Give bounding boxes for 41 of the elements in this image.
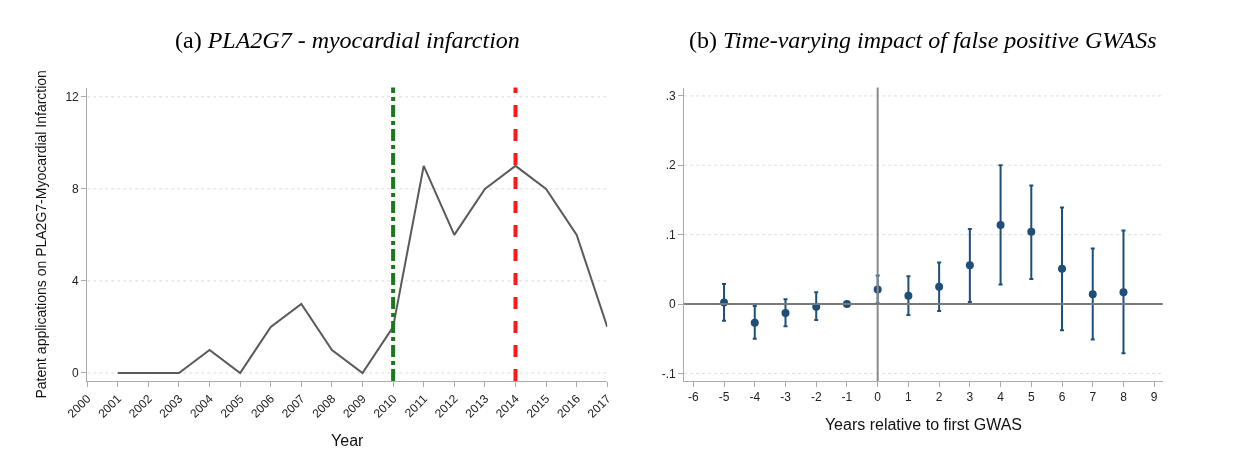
y-tick-label: 0 xyxy=(669,297,677,312)
point xyxy=(935,282,944,291)
point xyxy=(1088,290,1097,299)
x-tick-label: 2 xyxy=(935,390,943,405)
point xyxy=(965,261,974,270)
x-tick-label: -4 xyxy=(749,390,761,405)
line-series xyxy=(116,164,608,374)
y-tick-label: 12 xyxy=(65,90,80,104)
x-tick-label: 3 xyxy=(966,390,974,405)
point xyxy=(1027,227,1036,236)
y-tick-label: -.1 xyxy=(661,366,677,381)
x-tick-label: 0 xyxy=(874,390,882,405)
y-tick-label: .3 xyxy=(665,89,677,104)
chart-title: (b) Time-varying impact of false positive GWASs xyxy=(689,27,1157,53)
y-tick-label: .2 xyxy=(665,158,677,173)
x-tick-label: 8 xyxy=(1120,390,1128,405)
y-tick-label: .1 xyxy=(665,227,677,242)
x-tick-label: 9 xyxy=(1150,390,1158,405)
y-tick-label: 0 xyxy=(72,366,80,381)
x-axis-title: Years relative to first GWAS xyxy=(824,416,1023,434)
y-axis-title: Patent applications on PLA2G7-Myocardial Infarction xyxy=(33,70,50,399)
y-tick-label: 4 xyxy=(72,274,80,289)
x-tick-label: 7 xyxy=(1089,390,1097,405)
x-tick-label: 1 xyxy=(905,390,913,405)
x-tick-label: -2 xyxy=(810,390,822,405)
x-tick-label: -3 xyxy=(780,390,792,405)
x-tick-label: 6 xyxy=(1058,390,1066,405)
chart-title: (a) PLA2G7 - myocardial infarction xyxy=(175,27,520,53)
point xyxy=(1119,288,1128,297)
x-tick-label: -5 xyxy=(718,390,730,405)
point xyxy=(781,309,790,318)
x-tick-label: 5 xyxy=(1027,390,1035,405)
x-tick-label: -6 xyxy=(687,390,699,405)
point xyxy=(1058,264,1067,273)
point xyxy=(996,220,1005,229)
y-tick-label: 8 xyxy=(72,182,80,197)
x-axis-title: Year xyxy=(331,432,365,450)
x-tick-label: 4 xyxy=(997,390,1005,405)
x-tick-label: -1 xyxy=(841,390,853,405)
point xyxy=(904,291,913,300)
point xyxy=(750,318,759,327)
